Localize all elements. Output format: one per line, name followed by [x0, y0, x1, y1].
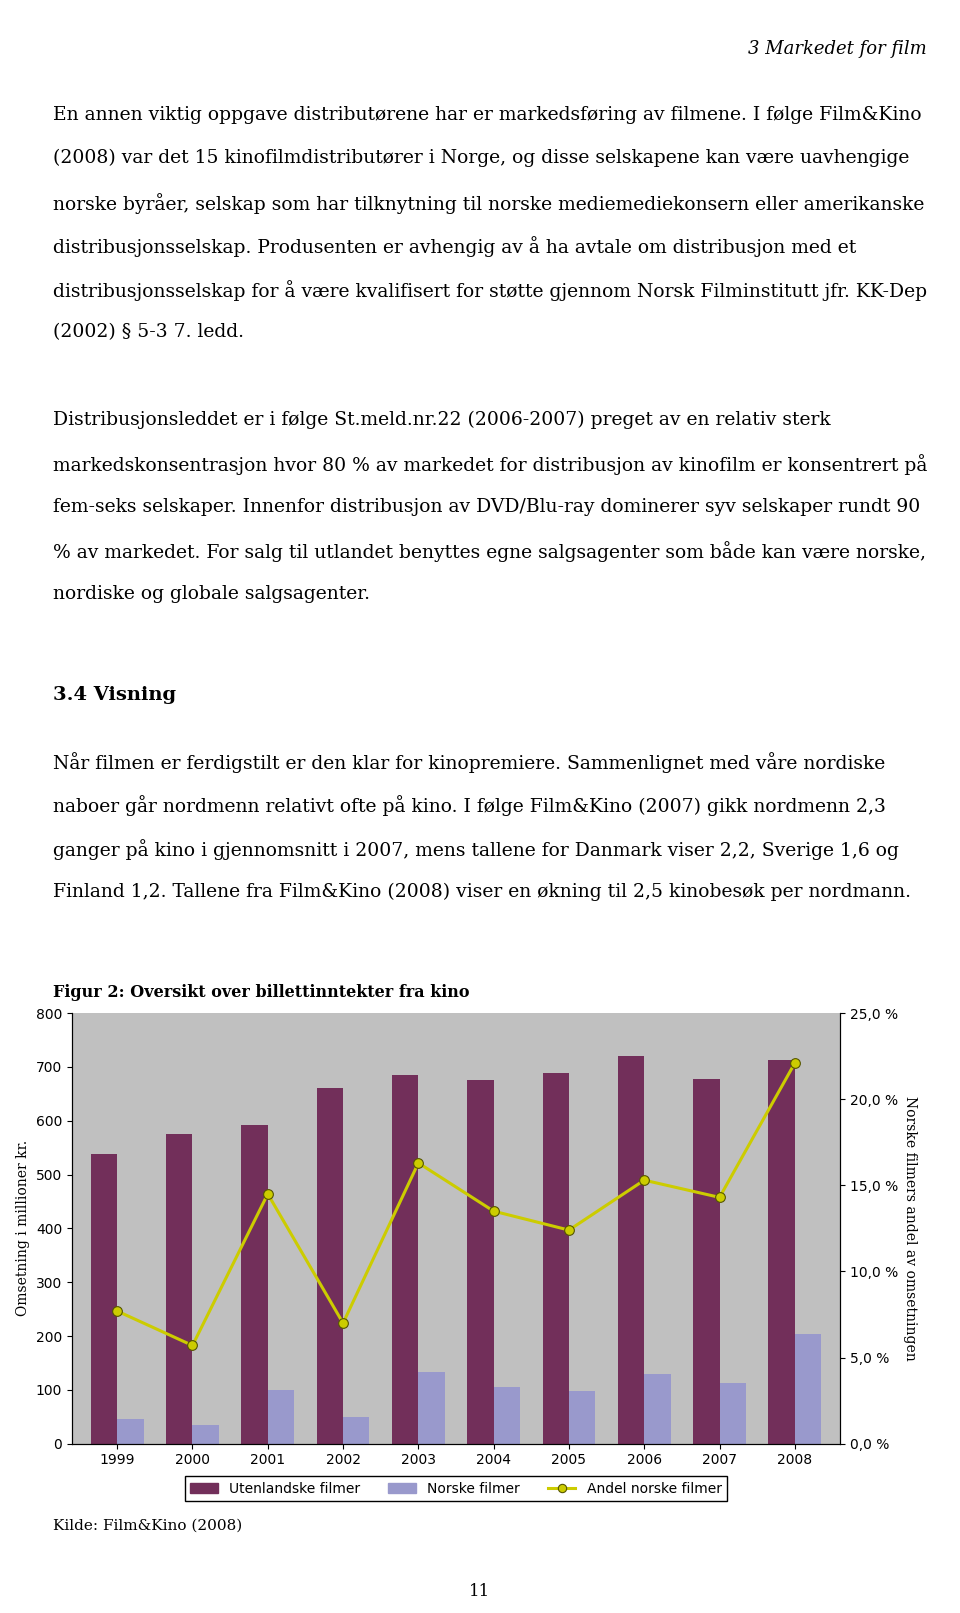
Text: 3 Markedet for film: 3 Markedet for film: [748, 40, 926, 58]
Legend: Utenlandske filmer, Norske filmer, Andel norske filmer: Utenlandske filmer, Norske filmer, Andel…: [185, 1476, 727, 1502]
Bar: [392, 1074, 419, 1444]
Bar: [720, 1382, 746, 1444]
Text: distribusjonsselskap for å være kvalifisert for støtte gjennom Norsk Filminstitu: distribusjonsselskap for å være kvalifis…: [53, 281, 927, 300]
Bar: [618, 1057, 644, 1444]
Bar: [343, 1416, 370, 1444]
Text: ganger på kino i gjennomsnitt i 2007, mens tallene for Danmark viser 2,2, Sverig: ganger på kino i gjennomsnitt i 2007, me…: [53, 839, 899, 860]
Text: fem-seks selskaper. Innenfor distribusjon av DVD/Blu-ray dominerer syv selskaper: fem-seks selskaper. Innenfor distribusjo…: [53, 498, 920, 516]
Bar: [468, 1081, 493, 1444]
Bar: [644, 1374, 671, 1444]
Bar: [795, 1334, 821, 1444]
Text: nordiske og globale salgsagenter.: nordiske og globale salgsagenter.: [53, 586, 370, 603]
Text: (2002) § 5-3 7. ledd.: (2002) § 5-3 7. ledd.: [53, 324, 244, 342]
Y-axis label: Norske filmers andel av omsetningen: Norske filmers andel av omsetningen: [903, 1095, 918, 1361]
Bar: [419, 1373, 444, 1444]
Bar: [166, 1134, 192, 1444]
Bar: [693, 1079, 720, 1444]
Bar: [493, 1387, 520, 1444]
Bar: [768, 1060, 795, 1444]
Text: Finland 1,2. Tallene fra Film&Kino (2008) viser en økning til 2,5 kinobesøk per : Finland 1,2. Tallene fra Film&Kino (2008…: [53, 882, 911, 900]
Bar: [268, 1390, 294, 1444]
Bar: [241, 1124, 268, 1444]
Text: Kilde: Film&Kino (2008): Kilde: Film&Kino (2008): [53, 1518, 242, 1532]
Text: % av markedet. For salg til utlandet benyttes egne salgsagenter som både kan vær: % av markedet. For salg til utlandet ben…: [53, 542, 925, 561]
Text: markedskonsentrasjon hvor 80 % av markedet for distribusjon av kinofilm er konse: markedskonsentrasjon hvor 80 % av marked…: [53, 455, 927, 474]
Y-axis label: Omsetning i millioner kr.: Omsetning i millioner kr.: [16, 1140, 31, 1316]
Text: (2008) var det 15 kinofilmdistributører i Norge, og disse selskapene kan være ua: (2008) var det 15 kinofilmdistributører …: [53, 150, 909, 168]
Text: 11: 11: [469, 1582, 491, 1600]
Text: En annen viktig oppgave distributørene har er markedsføring av filmene. I følge : En annen viktig oppgave distributørene h…: [53, 106, 922, 124]
Text: 3.4 Visning: 3.4 Visning: [53, 687, 176, 705]
Text: Figur 2: Oversikt over billettinntekter fra kino: Figur 2: Oversikt over billettinntekter …: [53, 984, 469, 1002]
Text: distribusjonsselskap. Produsenten er avhengig av å ha avtale om distribusjon med: distribusjonsselskap. Produsenten er avh…: [53, 237, 856, 256]
Text: naboer går nordmenn relativt ofte på kino. I følge Film&Kino (2007) gikk nordmen: naboer går nordmenn relativt ofte på kin…: [53, 795, 886, 816]
Bar: [192, 1424, 219, 1444]
Bar: [569, 1392, 595, 1444]
Text: Når filmen er ferdigstilt er den klar for kinopremiere. Sammenlignet med våre no: Når filmen er ferdigstilt er den klar fo…: [53, 752, 885, 773]
Bar: [117, 1419, 144, 1444]
Text: norske byråer, selskap som har tilknytning til norske mediemediekonsern eller am: norske byråer, selskap som har tilknytni…: [53, 194, 924, 213]
Text: Distribusjonsleddet er i følge St.meld.nr.22 (2006-2007) preget av en relativ st: Distribusjonsleddet er i følge St.meld.n…: [53, 411, 830, 429]
Bar: [542, 1073, 569, 1444]
Bar: [317, 1089, 343, 1444]
Bar: [91, 1155, 117, 1444]
